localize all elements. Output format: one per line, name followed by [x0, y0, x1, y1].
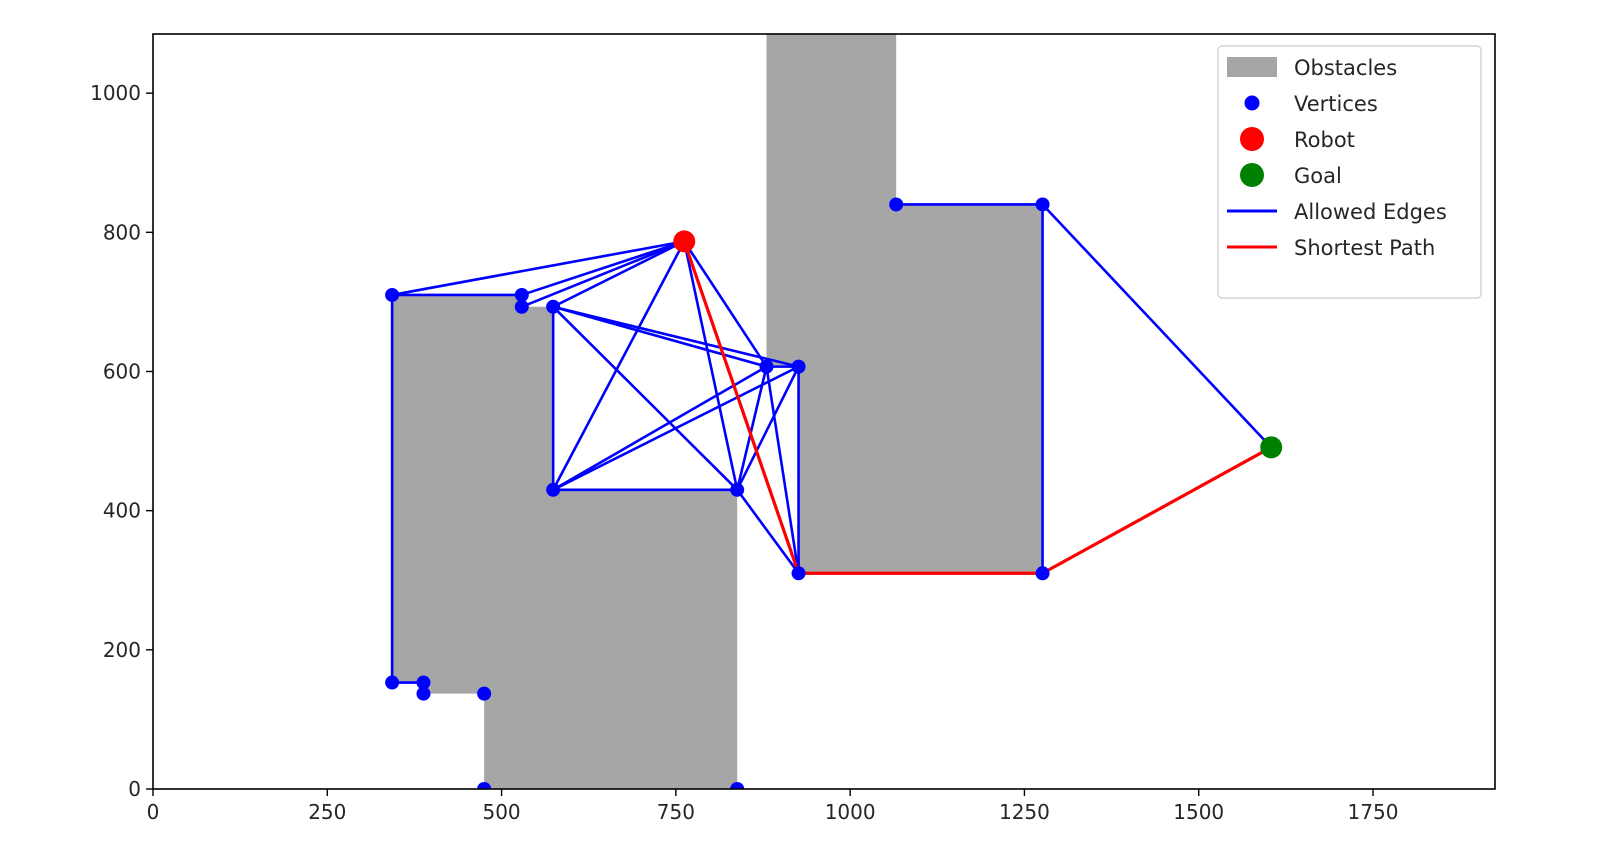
- legend: Obstacles Vertices Robot Goal Allowed Edges S…: [1217, 45, 1482, 299]
- plot-content: [385, 34, 1283, 789]
- y-tick-label: 200: [103, 638, 141, 662]
- x-tick-label: 0: [147, 800, 160, 824]
- allowed-edge: [521, 240, 685, 308]
- legend-swatch-obstacles: [1227, 57, 1277, 77]
- allowed-edge: [552, 240, 685, 308]
- vertex-point: [477, 686, 492, 701]
- allowed-edge: [682, 241, 739, 491]
- allowed-edge: [736, 489, 800, 575]
- obstacle-1: [392, 294, 738, 789]
- vertex-point: [477, 782, 492, 789]
- vertex-point: [889, 197, 904, 212]
- allowed-edge: [391, 240, 685, 297]
- allowed-edge: [552, 240, 686, 491]
- allowed-edge: [765, 366, 800, 574]
- legend-label-goal: Goal: [1294, 164, 1342, 188]
- vertex-point: [791, 566, 806, 581]
- legend-label-shortest-path: Shortest Path: [1294, 236, 1435, 260]
- y-tick-label: 600: [103, 359, 141, 383]
- vertex-point: [1035, 566, 1050, 581]
- vertex-point: [759, 359, 774, 374]
- legend-label-allowed-edges: Allowed Edges: [1294, 200, 1447, 224]
- shortest-path-line: [682, 240, 1272, 575]
- x-tick-label: 250: [308, 800, 346, 824]
- legend-swatch-vertices: [1244, 95, 1260, 111]
- vertex-point: [730, 482, 745, 497]
- vertex-point: [416, 686, 431, 701]
- allowed-edge: [521, 240, 685, 297]
- x-tick-label: 1500: [1173, 800, 1224, 824]
- allowed-edge: [552, 305, 799, 368]
- vertex-point: [416, 675, 431, 690]
- vertex-point: [730, 782, 745, 789]
- vertex-point: [385, 675, 400, 690]
- robot-point: [673, 230, 696, 253]
- y-tick-label: 400: [103, 499, 141, 523]
- allowed-edge: [1041, 203, 1273, 449]
- x-tick-label: 500: [482, 800, 520, 824]
- y-tick-label: 1000: [90, 81, 141, 105]
- allowed-edge: [552, 365, 800, 491]
- allowed-edge: [735, 366, 768, 491]
- axes: 0 250 500 750 1000 1250 1500 1750 0 200 400 600 800 1…: [90, 33, 1496, 824]
- legend-box: [1217, 45, 1482, 299]
- allowed-edge: [552, 305, 739, 491]
- goal-point: [1260, 436, 1283, 459]
- legend-swatch-goal: [1240, 163, 1264, 187]
- vertex-point: [1035, 197, 1050, 212]
- x-tick-label: 1250: [999, 800, 1050, 824]
- vertex-point: [546, 299, 561, 314]
- plot-area: [385, 34, 1283, 789]
- legend-swatch-robot: [1240, 127, 1264, 151]
- x-tick-label: 1750: [1348, 800, 1399, 824]
- axes-frame: [152, 33, 1496, 790]
- y-tick-label: 0: [128, 777, 141, 801]
- vertex-point: [514, 299, 529, 314]
- legend-label-obstacles: Obstacles: [1294, 56, 1397, 80]
- vertex-point: [514, 287, 529, 302]
- vertex-point: [385, 287, 400, 302]
- x-tick-label: 750: [657, 800, 695, 824]
- x-tick-label: 1000: [825, 800, 876, 824]
- allowed-edge: [683, 240, 768, 368]
- vertex-point: [546, 482, 561, 497]
- allowed-edge: [736, 366, 800, 491]
- allowed-edge: [552, 365, 768, 491]
- legend-label-vertices: Vertices: [1294, 92, 1378, 116]
- obstacle-2: [766, 34, 1043, 574]
- y-tick-label: 800: [103, 220, 141, 244]
- legend-label-robot: Robot: [1294, 128, 1355, 152]
- vertex-point: [791, 359, 806, 374]
